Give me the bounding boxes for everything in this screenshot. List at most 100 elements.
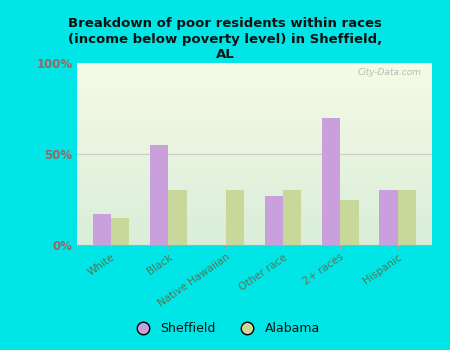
Bar xyxy=(76,88,432,89)
Bar xyxy=(76,174,432,175)
Bar xyxy=(76,195,432,196)
Bar xyxy=(283,190,301,245)
Bar xyxy=(76,107,432,108)
Bar xyxy=(76,187,432,188)
Bar xyxy=(76,173,432,174)
Bar xyxy=(76,241,432,242)
Bar xyxy=(76,136,432,137)
Bar xyxy=(76,73,432,74)
Bar xyxy=(76,188,432,189)
Bar xyxy=(76,244,432,245)
Bar xyxy=(76,159,432,160)
Bar xyxy=(76,219,432,220)
Bar xyxy=(76,64,432,65)
Bar xyxy=(76,108,432,110)
Bar xyxy=(76,221,432,222)
Bar xyxy=(76,100,432,101)
Bar xyxy=(76,142,432,143)
Bar xyxy=(76,167,432,168)
Bar xyxy=(76,65,432,66)
Bar xyxy=(76,154,432,155)
Bar xyxy=(76,78,432,79)
Bar xyxy=(76,71,432,72)
Bar xyxy=(76,222,432,223)
Bar xyxy=(76,69,432,70)
Bar xyxy=(76,85,432,86)
Bar xyxy=(76,155,432,156)
Bar xyxy=(76,131,432,132)
Bar xyxy=(397,190,416,245)
Bar xyxy=(76,130,432,131)
Bar xyxy=(76,122,432,123)
Bar xyxy=(76,237,432,238)
Bar xyxy=(76,232,432,233)
Bar xyxy=(111,218,129,245)
Bar xyxy=(76,149,432,150)
Bar xyxy=(76,150,432,151)
Bar xyxy=(76,212,432,213)
Bar xyxy=(76,236,432,237)
Bar xyxy=(265,196,283,245)
Bar xyxy=(76,202,432,203)
Bar xyxy=(76,211,432,212)
Bar xyxy=(76,147,432,148)
Bar xyxy=(76,230,432,231)
Bar xyxy=(76,220,432,221)
Bar xyxy=(76,242,432,243)
Bar xyxy=(76,223,432,224)
Bar xyxy=(76,118,432,119)
Bar xyxy=(76,117,432,118)
Bar xyxy=(76,239,432,240)
Bar xyxy=(76,216,432,217)
Bar xyxy=(76,74,432,75)
Bar xyxy=(76,180,432,181)
Bar xyxy=(76,190,432,191)
Bar xyxy=(76,209,432,210)
Bar xyxy=(76,106,432,107)
Bar xyxy=(76,233,432,234)
Bar xyxy=(76,89,432,90)
Bar xyxy=(76,225,432,226)
Bar xyxy=(76,145,432,146)
Bar xyxy=(76,104,432,105)
Bar xyxy=(76,199,432,201)
Bar xyxy=(76,96,432,97)
Bar xyxy=(76,91,432,92)
Bar xyxy=(76,166,432,167)
Bar xyxy=(76,86,432,87)
Bar xyxy=(76,194,432,195)
Bar xyxy=(76,243,432,244)
Bar xyxy=(76,234,432,235)
Bar xyxy=(76,66,432,68)
Bar xyxy=(76,92,432,93)
Bar xyxy=(76,81,432,82)
Bar xyxy=(76,164,432,165)
Bar xyxy=(76,161,432,162)
Bar xyxy=(76,126,432,127)
Bar xyxy=(76,116,432,117)
Bar xyxy=(76,156,432,157)
Bar xyxy=(76,206,432,207)
Bar xyxy=(340,199,359,245)
Bar xyxy=(76,189,432,190)
Bar xyxy=(76,70,432,71)
Bar xyxy=(76,177,432,178)
Bar xyxy=(76,63,432,64)
Bar xyxy=(76,183,432,184)
Bar xyxy=(150,145,168,245)
Bar xyxy=(76,224,432,225)
Bar xyxy=(76,184,432,185)
Bar xyxy=(76,105,432,106)
Bar xyxy=(76,157,432,158)
Bar xyxy=(76,124,432,125)
Bar xyxy=(76,228,432,229)
Bar xyxy=(76,141,432,142)
Bar xyxy=(76,84,432,85)
Bar xyxy=(76,110,432,111)
Bar xyxy=(76,111,432,112)
Bar xyxy=(76,193,432,194)
Bar xyxy=(76,175,432,176)
Bar xyxy=(76,213,432,214)
Bar xyxy=(76,165,432,166)
Bar xyxy=(76,144,432,145)
